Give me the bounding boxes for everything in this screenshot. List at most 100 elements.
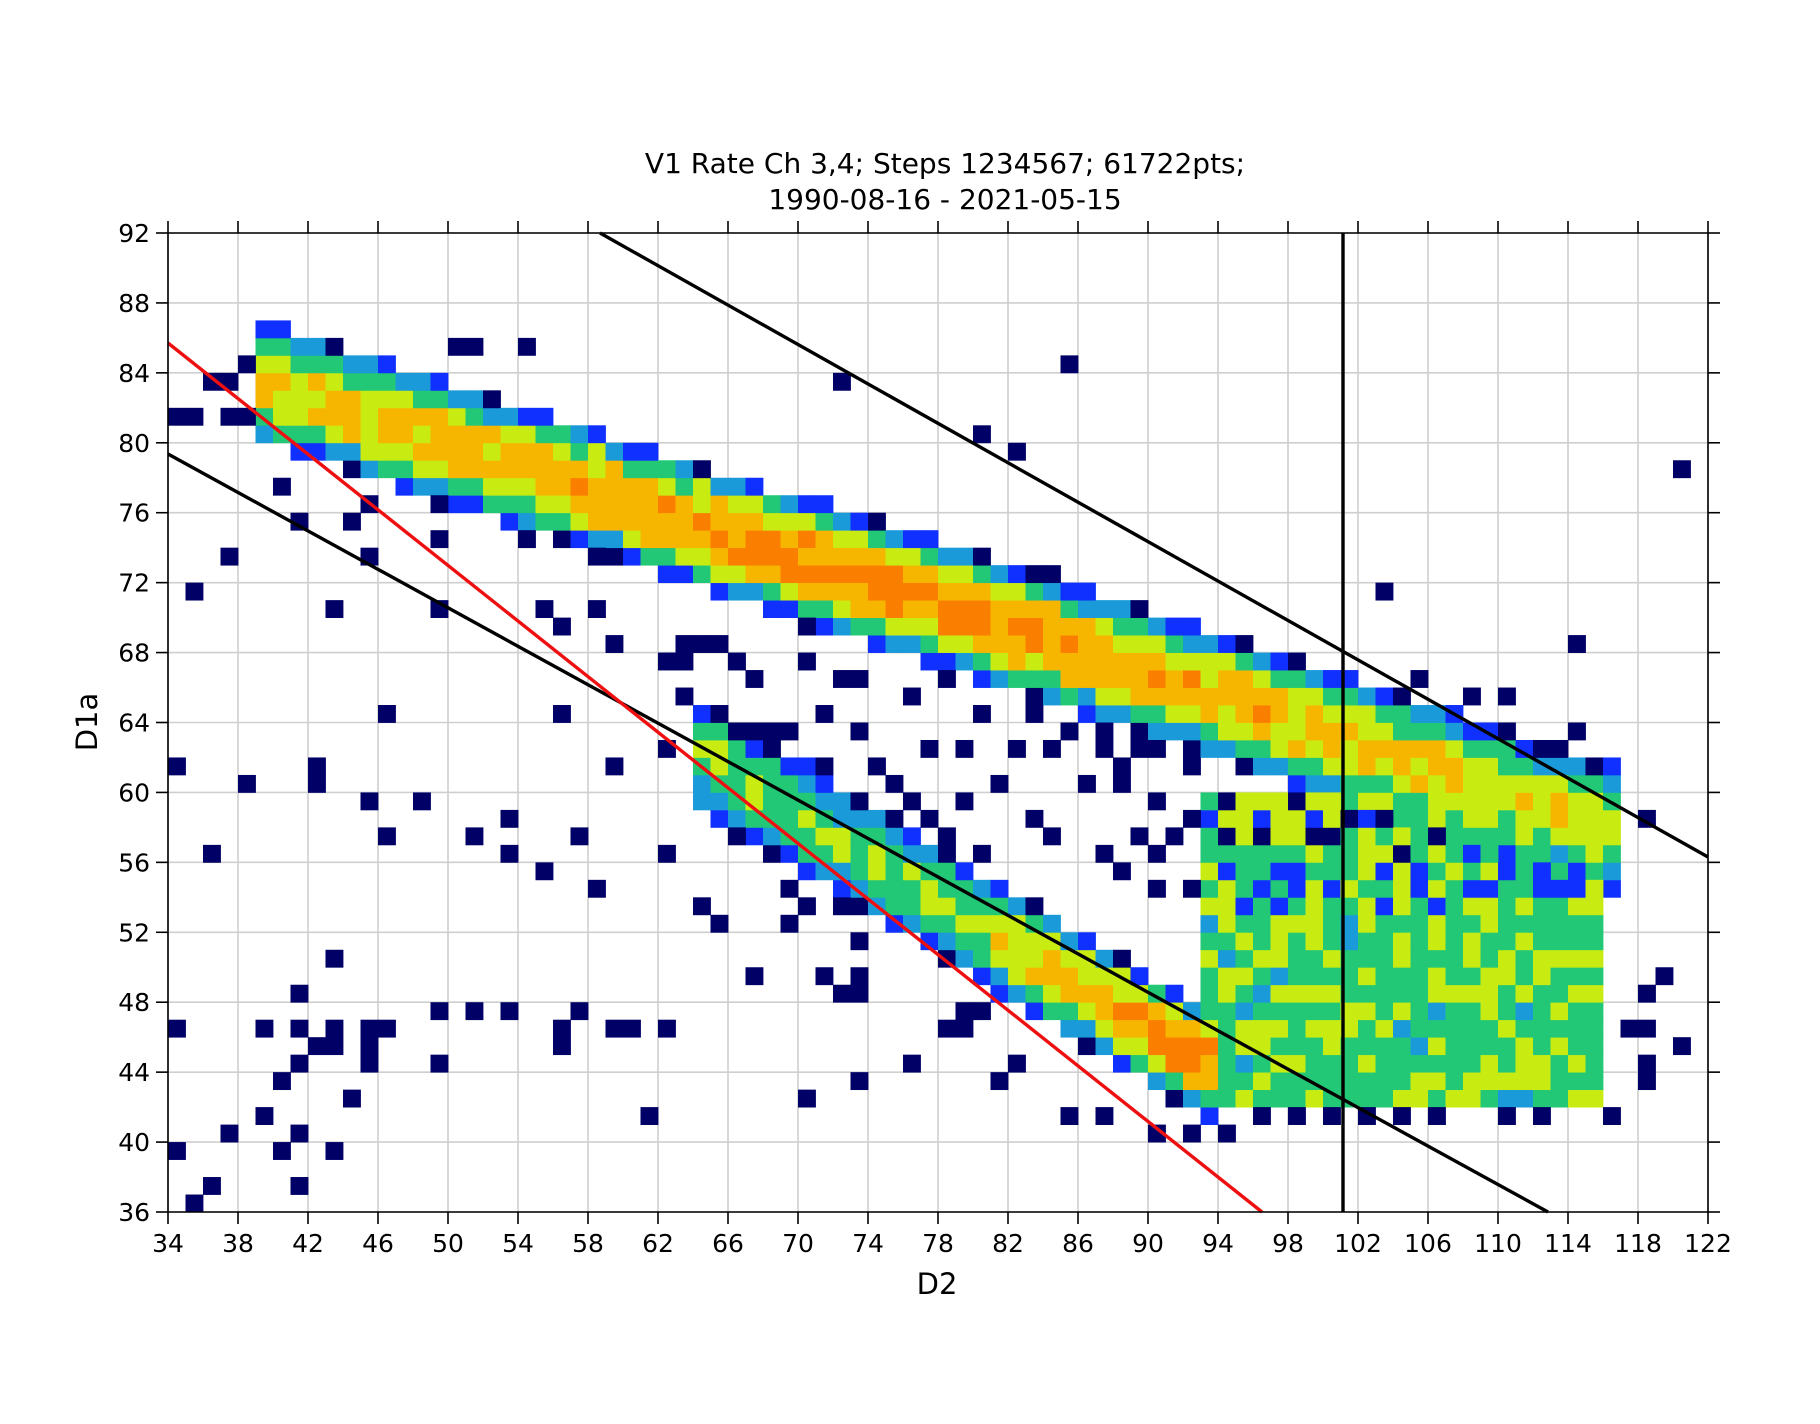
heatmap-cell (1113, 949, 1131, 968)
heatmap-cell (395, 460, 414, 479)
heatmap-cell (798, 582, 816, 601)
heatmap-cell (1078, 932, 1096, 951)
heatmap-cell (815, 705, 834, 723)
heatmap-cell (868, 565, 886, 584)
heatmap-cell (675, 565, 694, 584)
heatmap-cell (448, 425, 466, 444)
heatmap-cell (535, 600, 554, 619)
heatmap-cell (850, 670, 869, 688)
heatmap-cell (588, 460, 606, 479)
heatmap-cell (395, 477, 414, 496)
heatmap-cell (728, 827, 746, 846)
heatmap-cell (1025, 600, 1044, 619)
heatmap-cell (1253, 739, 1271, 758)
heatmap-cell (710, 582, 729, 601)
heatmap-cell (1288, 774, 1306, 793)
heatmap-cell (1358, 862, 1376, 881)
heatmap-cell (640, 1107, 659, 1125)
heatmap-cell (570, 442, 589, 461)
heatmap-cell (1323, 862, 1341, 881)
heatmap-cell (920, 600, 939, 619)
heatmap-cell (1463, 949, 1481, 968)
heatmap-cell (1008, 967, 1026, 986)
heatmap-cell (1200, 1054, 1219, 1073)
heatmap-cell (1550, 844, 1569, 863)
heatmap-cell (448, 460, 466, 479)
heatmap-cell (833, 372, 851, 391)
heatmap-cell (1183, 687, 1201, 706)
heatmap-cell (1305, 1019, 1324, 1038)
heatmap-cell (955, 635, 974, 653)
heatmap-cell (920, 582, 939, 601)
heatmap-cell (815, 495, 834, 514)
heatmap-cell (168, 407, 186, 426)
heatmap-cell (413, 372, 431, 391)
heatmap-cell (1340, 792, 1359, 811)
heatmap-cell (780, 757, 799, 776)
heatmap-cell (1445, 949, 1464, 968)
heatmap-cell (990, 879, 1009, 898)
heatmap-cell (1078, 1019, 1096, 1038)
heatmap-cell (885, 897, 904, 916)
heatmap-cell (290, 372, 309, 391)
heatmap-cell (255, 355, 274, 374)
heatmap-cell (1200, 792, 1219, 811)
heatmap-cell (1375, 809, 1394, 828)
heatmap-cell (623, 477, 641, 496)
x-tick-label: 46 (362, 1229, 394, 1258)
heatmap-cell (973, 670, 991, 688)
heatmap-cell (658, 844, 676, 863)
heatmap-cell (1498, 1002, 1516, 1021)
heatmap-cell (1568, 1072, 1586, 1091)
heatmap-cell (290, 512, 309, 531)
heatmap-cell (1305, 809, 1324, 828)
heatmap-cell (763, 600, 781, 619)
heatmap-cell (1358, 1089, 1376, 1108)
heatmap-cell (500, 460, 519, 479)
heatmap-cell (850, 582, 869, 601)
heatmap-cell (1585, 1054, 1604, 1073)
heatmap-cell (1498, 1019, 1516, 1038)
heatmap-cell (745, 967, 764, 986)
heatmap-cell (868, 862, 886, 881)
heatmap-cell (500, 495, 519, 514)
heatmap-cell (763, 844, 781, 863)
red-diagonal-line (166, 341, 1264, 1214)
chart-title-line-2: 1990-08-16 - 2021-05-15 (768, 183, 1121, 216)
heatmap-cell (1533, 914, 1551, 933)
heatmap-cell (605, 757, 624, 776)
heatmap-cell (1270, 1089, 1289, 1108)
heatmap-cell (1533, 984, 1551, 1003)
heatmap-cell (1323, 984, 1341, 1003)
heatmap-cell (833, 530, 851, 549)
heatmap-cell (1113, 635, 1131, 653)
heatmap-cell (1095, 984, 1114, 1003)
y-tick-label: 92 (118, 219, 150, 248)
heatmap-cell (973, 582, 991, 601)
heatmap-cell (710, 705, 729, 723)
heatmap-cell (1568, 809, 1586, 828)
heatmap-cell (1288, 897, 1306, 916)
heatmap-cell (990, 582, 1009, 601)
heatmap-cell (833, 582, 851, 601)
heatmap-cell (1533, 862, 1551, 881)
heatmap-cell (1445, 1037, 1464, 1056)
heatmap-cell (1550, 967, 1569, 986)
heatmap-cells (168, 320, 1691, 1213)
heatmap-cell (850, 722, 869, 741)
heatmap-cell (1445, 1002, 1464, 1021)
heatmap-cell (1060, 355, 1079, 374)
heatmap-cell (1078, 582, 1096, 601)
heatmap-cell (1550, 949, 1569, 968)
heatmap-cell (1358, 984, 1376, 1003)
heatmap-cell (1253, 1089, 1271, 1108)
heatmap-cell (570, 827, 589, 846)
heatmap-cell (868, 582, 886, 601)
heatmap-cell (553, 530, 571, 549)
heatmap-cell (378, 705, 396, 723)
heatmap-cell (903, 827, 921, 846)
x-tick-label: 50 (432, 1229, 464, 1258)
heatmap-cell (1603, 844, 1621, 863)
heatmap-cell (395, 407, 414, 426)
x-tick-label: 106 (1404, 1229, 1452, 1258)
